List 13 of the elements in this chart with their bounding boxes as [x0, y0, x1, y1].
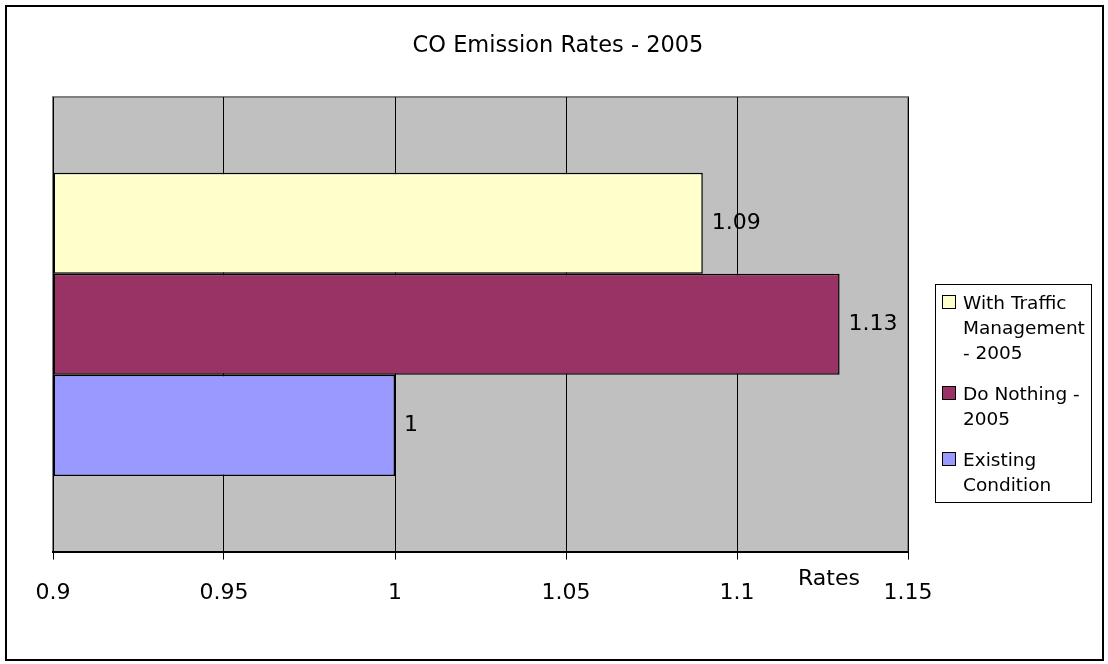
x-tick-label: 0.95: [199, 578, 249, 604]
legend-label: Existing Condition: [963, 448, 1053, 497]
x-tick-label: 1.1: [719, 578, 755, 604]
legend-label: Do Nothing - 2005: [963, 382, 1081, 431]
x-tick-label: 1.05: [541, 578, 591, 604]
x-tick-label: 0.9: [35, 578, 71, 604]
legend-label: With Traffic Management - 2005: [963, 291, 1086, 365]
chart-title: CO Emission Rates - 2005: [411, 30, 705, 58]
data-label: 1: [404, 411, 418, 437]
x-tick-label: 1: [388, 578, 402, 604]
data-label: 1.13: [848, 310, 898, 336]
x-axis-title: Rates: [798, 565, 860, 591]
x-tick-label: 1.15: [883, 578, 933, 604]
